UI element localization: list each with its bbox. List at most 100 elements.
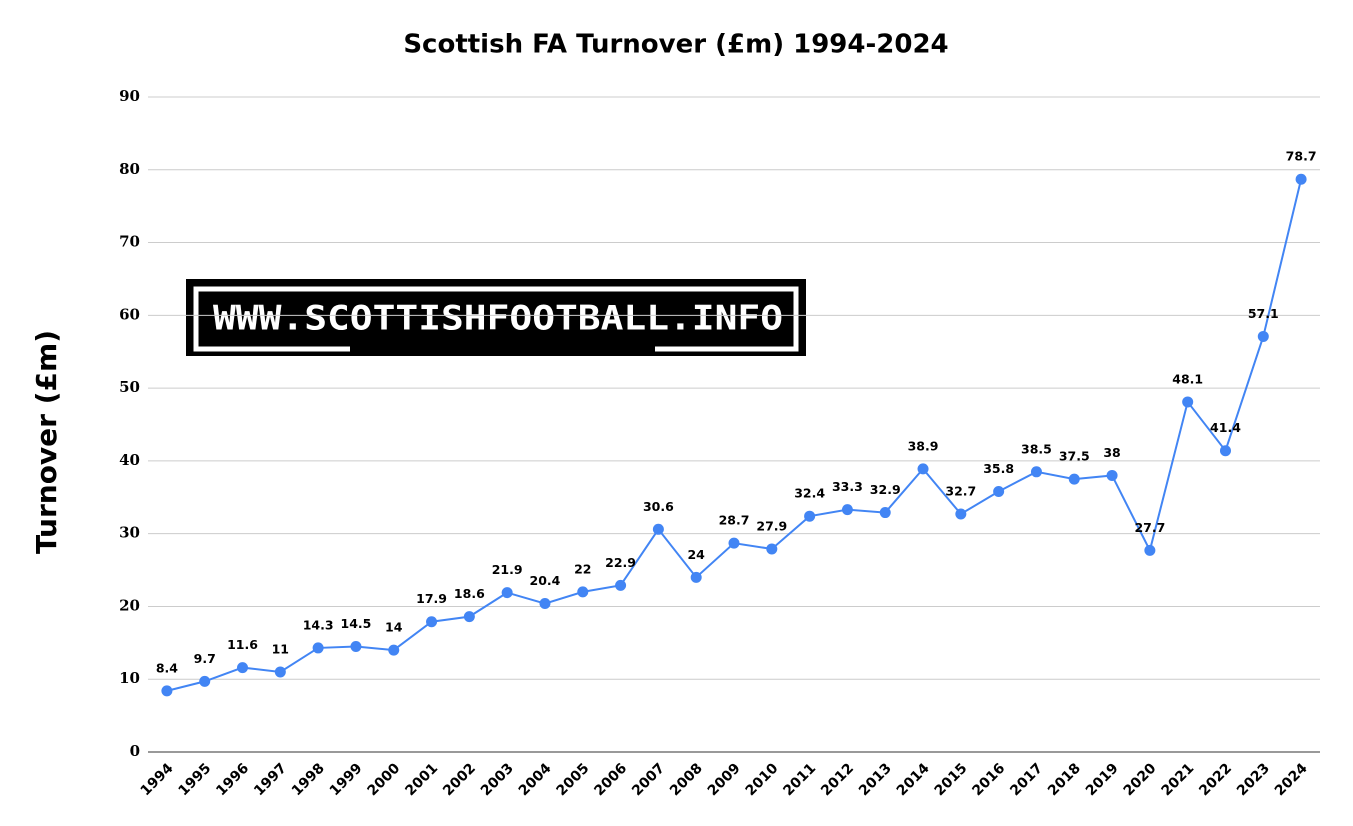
point bbox=[463, 611, 475, 623]
data-label: 28.7 bbox=[719, 513, 750, 528]
point bbox=[501, 587, 513, 599]
watermark-border bbox=[193, 286, 799, 352]
data-label: 14.3 bbox=[303, 617, 334, 632]
data-label: 48.1 bbox=[1172, 371, 1203, 386]
data-label: 35.8 bbox=[983, 461, 1014, 476]
x-tick-label: 2002 bbox=[440, 760, 479, 799]
data-label: 11.6 bbox=[227, 637, 258, 652]
y-tick-label: 0 bbox=[130, 742, 140, 760]
x-tick-label: 2007 bbox=[629, 760, 668, 799]
data-label: 33.3 bbox=[832, 479, 863, 494]
x-tick-label: 2001 bbox=[402, 760, 441, 799]
x-tick-label: 2019 bbox=[1083, 760, 1122, 799]
y-tick-label: 30 bbox=[119, 524, 140, 542]
data-label: 18.6 bbox=[454, 586, 485, 601]
point bbox=[728, 537, 740, 549]
x-tick-label: 2024 bbox=[1272, 760, 1311, 799]
point bbox=[879, 507, 891, 519]
data-label: 30.6 bbox=[643, 499, 674, 514]
data-label: 22.9 bbox=[605, 555, 636, 570]
x-tick-label: 2023 bbox=[1234, 760, 1273, 799]
data-label: 21.9 bbox=[492, 562, 523, 577]
data-label: 9.7 bbox=[194, 651, 216, 666]
x-tick-label: 1996 bbox=[213, 760, 252, 799]
x-tick-label: 2015 bbox=[932, 760, 971, 799]
x-tick-label: 1999 bbox=[327, 760, 366, 799]
point bbox=[426, 616, 438, 628]
point bbox=[350, 640, 362, 652]
point bbox=[274, 666, 286, 678]
point bbox=[388, 644, 400, 656]
x-tick-label: 2013 bbox=[856, 760, 895, 799]
point bbox=[993, 485, 1005, 497]
y-tick-label: 50 bbox=[119, 378, 140, 396]
data-label: 38 bbox=[1103, 445, 1120, 460]
x-tick-label: 2000 bbox=[365, 760, 404, 799]
x-tick-label: 1998 bbox=[289, 760, 328, 799]
y-tick-label: 10 bbox=[119, 669, 140, 687]
point bbox=[1295, 173, 1307, 185]
data-label: 14 bbox=[385, 620, 403, 635]
x-tick-label: 2003 bbox=[478, 760, 517, 799]
y-tick-label: 60 bbox=[119, 305, 140, 323]
data-label: 11 bbox=[272, 641, 289, 656]
x-tick-label: 2008 bbox=[667, 760, 706, 799]
point bbox=[199, 675, 211, 687]
point bbox=[1257, 330, 1269, 342]
y-tick-label: 70 bbox=[119, 233, 140, 251]
point bbox=[1219, 445, 1231, 457]
x-tick-label: 2010 bbox=[743, 760, 782, 799]
x-tick-label: 1997 bbox=[251, 760, 290, 799]
x-tick-label: 2021 bbox=[1158, 760, 1197, 799]
x-tick-label: 2014 bbox=[894, 760, 933, 799]
chart-title: Scottish FA Turnover (£m) 1994-2024 bbox=[403, 30, 948, 60]
x-tick-label: 1994 bbox=[138, 760, 177, 799]
x-tick-label: 2009 bbox=[705, 760, 744, 799]
watermark-box bbox=[186, 279, 806, 356]
data-label: 32.7 bbox=[945, 484, 976, 499]
point bbox=[615, 579, 627, 591]
data-label: 38.5 bbox=[1021, 441, 1052, 456]
x-tick-label: 2017 bbox=[1007, 760, 1046, 799]
point bbox=[1144, 544, 1156, 556]
y-tick-label: 40 bbox=[119, 451, 140, 469]
point bbox=[1106, 469, 1118, 481]
y-tick-label: 90 bbox=[119, 87, 140, 105]
x-tick-label: 2018 bbox=[1045, 760, 1084, 799]
data-label: 78.7 bbox=[1286, 149, 1317, 164]
data-label: 32.9 bbox=[870, 482, 901, 497]
point bbox=[652, 523, 664, 535]
data-label: 27.7 bbox=[1134, 520, 1165, 535]
data-label: 20.4 bbox=[530, 573, 561, 588]
point bbox=[841, 504, 853, 516]
y-tick-label: 80 bbox=[119, 160, 140, 178]
x-tick-label: 2012 bbox=[818, 760, 857, 799]
data-label: 27.9 bbox=[756, 518, 787, 533]
point bbox=[237, 662, 249, 674]
x-tick-label: 2005 bbox=[554, 760, 593, 799]
x-tick-label: 1995 bbox=[175, 760, 214, 799]
data-label: 41.4 bbox=[1210, 420, 1241, 435]
data-label: 14.5 bbox=[341, 616, 372, 631]
x-tick-label: 2006 bbox=[591, 760, 630, 799]
point bbox=[690, 571, 702, 583]
x-tick-label: 2011 bbox=[780, 760, 819, 799]
point bbox=[766, 543, 778, 555]
point bbox=[917, 463, 929, 475]
point bbox=[1030, 466, 1042, 478]
point bbox=[312, 642, 324, 654]
y-axis-label: Turnover (£m) bbox=[30, 330, 63, 554]
y-tick-label: 20 bbox=[119, 596, 140, 614]
watermark: WWW.SCOTTISHFOOTBALL.INFO bbox=[186, 279, 806, 356]
point bbox=[577, 586, 589, 598]
data-label: 8.4 bbox=[156, 660, 178, 675]
point bbox=[1182, 396, 1194, 408]
data-label: 24 bbox=[687, 547, 705, 562]
x-tick-label: 2020 bbox=[1121, 760, 1160, 799]
data-label: 22 bbox=[574, 561, 591, 576]
x-tick-label: 2004 bbox=[516, 760, 555, 799]
x-tick-label: 2022 bbox=[1196, 760, 1235, 799]
data-label: 17.9 bbox=[416, 591, 447, 606]
point bbox=[804, 510, 816, 522]
